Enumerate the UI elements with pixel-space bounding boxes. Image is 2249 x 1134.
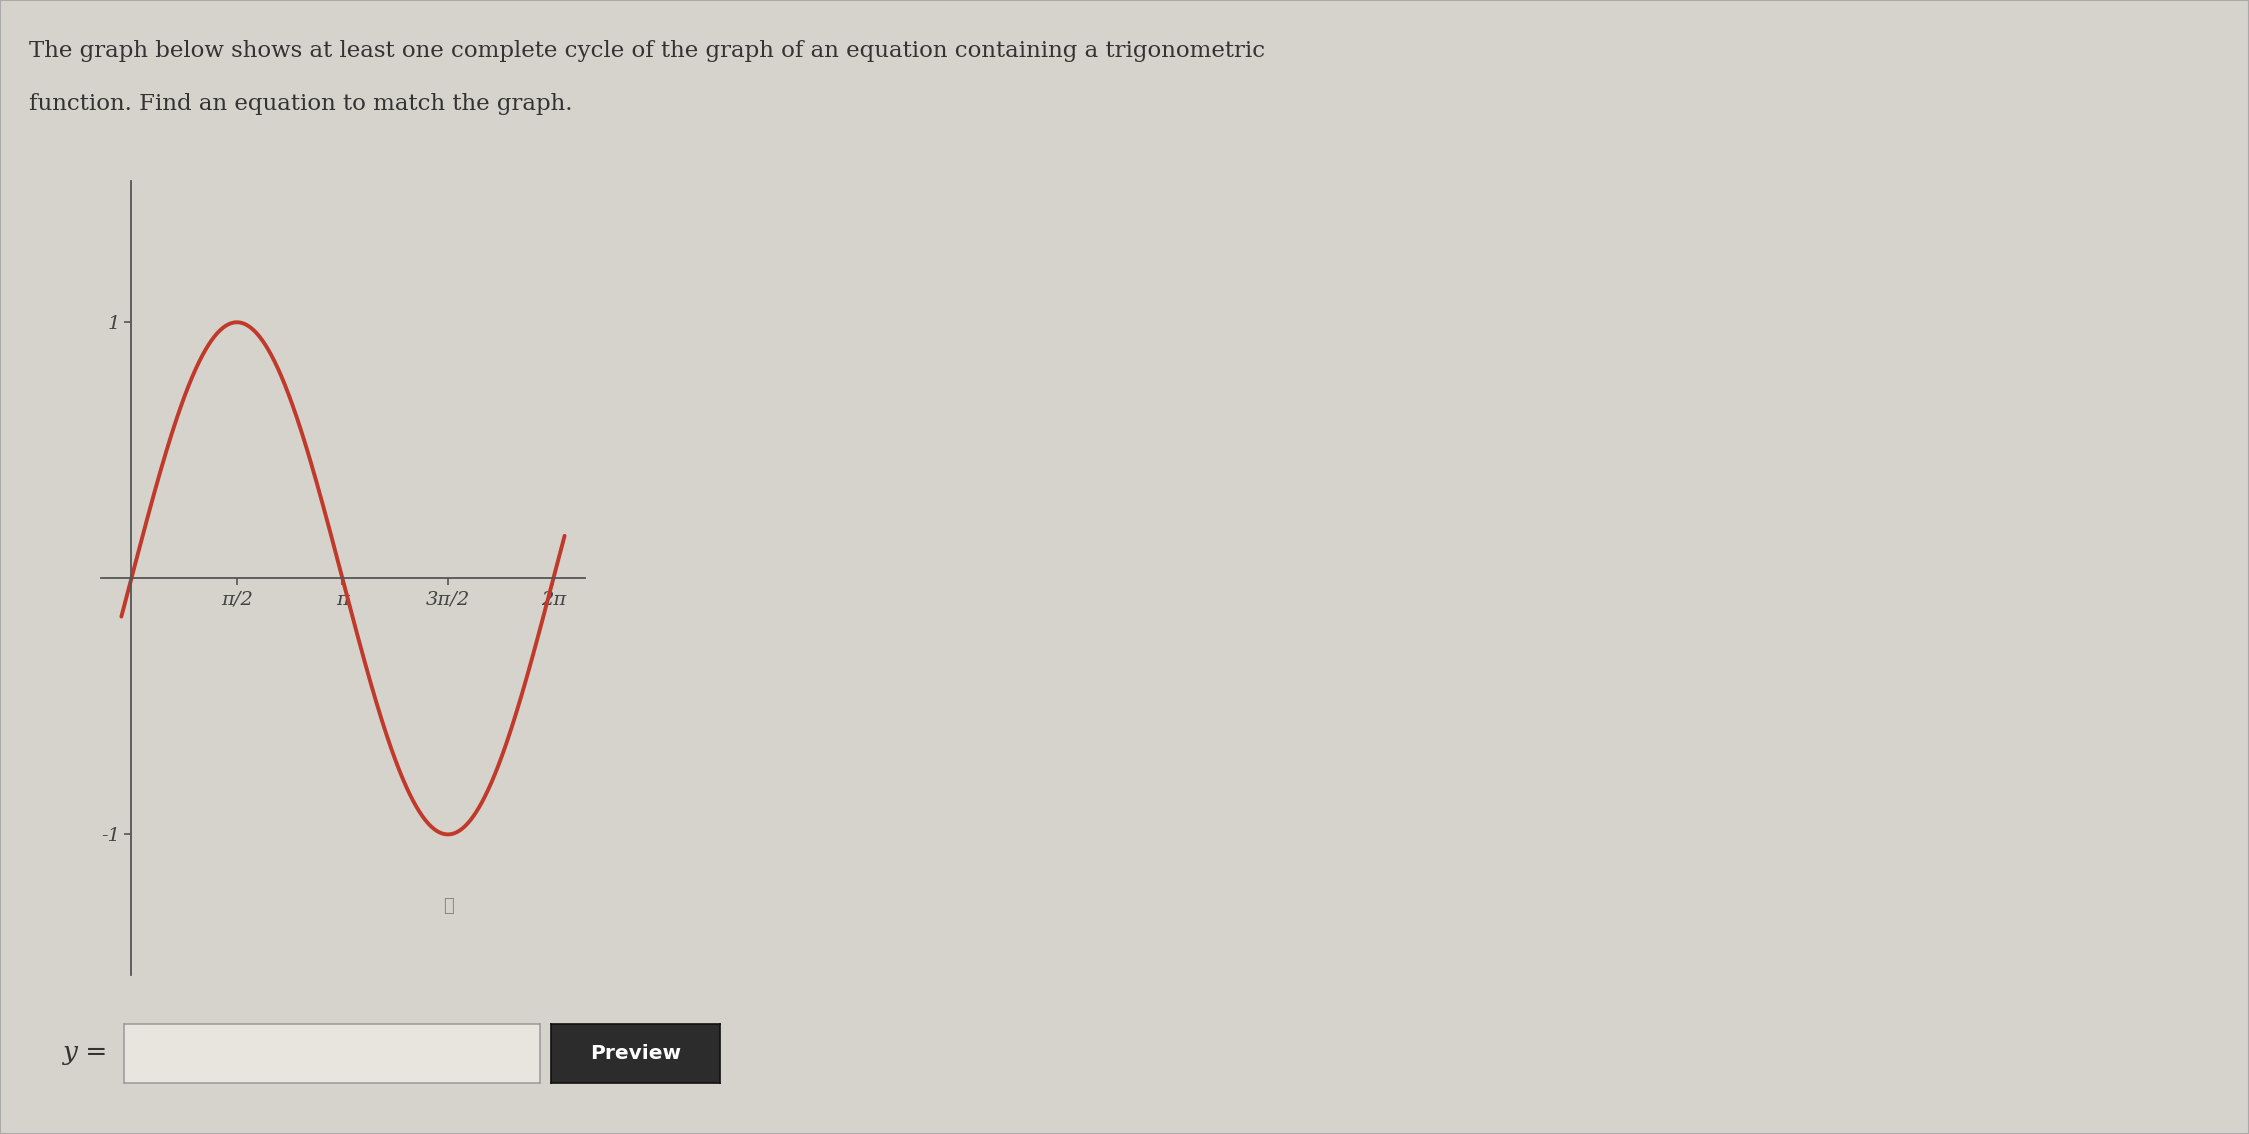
Text: Preview: Preview — [589, 1044, 681, 1063]
Text: The graph below shows at least one complete cycle of the graph of an equation co: The graph below shows at least one compl… — [29, 40, 1266, 61]
Text: y =: y = — [63, 1040, 108, 1065]
Text: ⌕: ⌕ — [443, 897, 454, 915]
Text: function. Find an equation to match the graph.: function. Find an equation to match the … — [29, 93, 573, 115]
